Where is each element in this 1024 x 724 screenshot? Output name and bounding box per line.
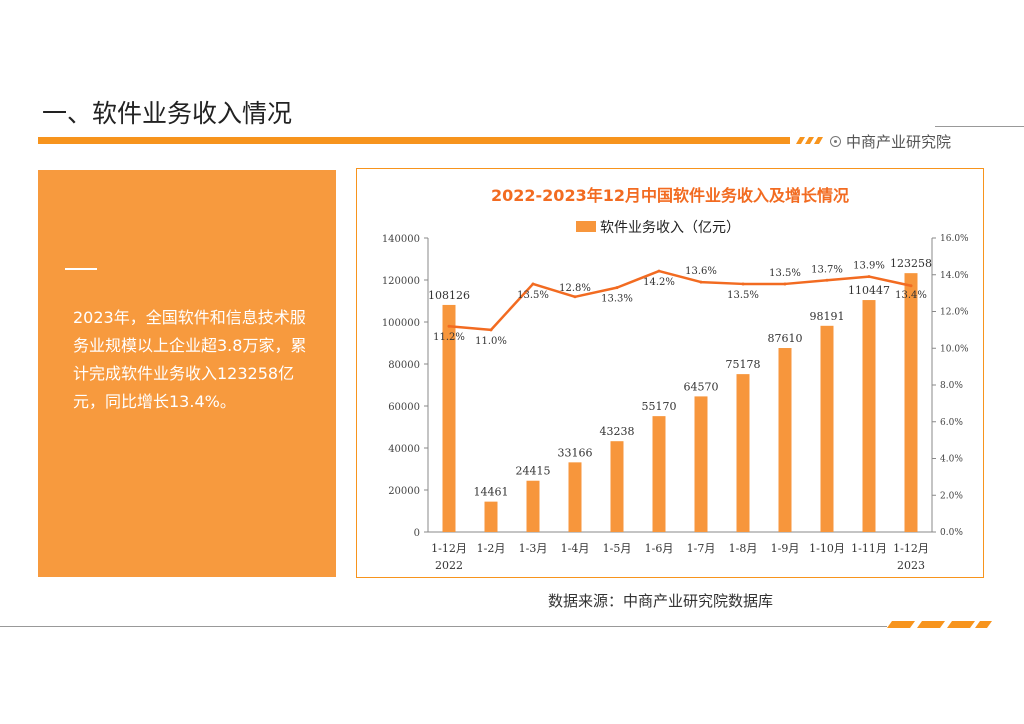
page-title: 一、软件业务收入情况 xyxy=(42,99,293,128)
brand-label: 中商产业研究院 xyxy=(830,131,951,152)
footer-stripes-decoration xyxy=(887,621,992,628)
summary-panel: 2023年，全国软件和信息技术服务业规模以上企业超3.8万家，累计完成软件业务收… xyxy=(38,170,336,577)
data-source: 数据来源：中商产业研究院数据库 xyxy=(548,592,774,610)
chart-frame xyxy=(356,168,984,578)
brand-name: 中商产业研究院 xyxy=(846,133,952,151)
header-divider xyxy=(935,126,1024,127)
summary-accent-line xyxy=(65,268,97,270)
summary-text: 2023年，全国软件和信息技术服务业规模以上企业超3.8万家，累计完成软件业务收… xyxy=(73,308,307,411)
title-underline-bar xyxy=(38,137,790,144)
brand-logo-icon xyxy=(830,136,841,147)
title-stripes-decoration xyxy=(796,137,823,144)
footer-divider xyxy=(0,626,887,627)
